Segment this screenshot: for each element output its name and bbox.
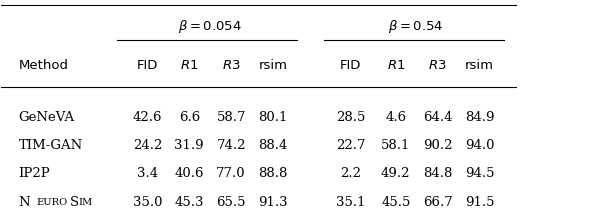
Text: 64.4: 64.4 [423,111,452,124]
Text: N: N [19,196,30,209]
Text: 58.7: 58.7 [217,111,246,124]
Text: 24.2: 24.2 [133,139,162,152]
Text: EURO: EURO [37,198,68,207]
Text: $R3$: $R3$ [222,59,241,72]
Text: $R1$: $R1$ [180,59,199,72]
Text: IP2P: IP2P [19,167,50,181]
Text: 35.0: 35.0 [133,196,162,209]
Text: 88.8: 88.8 [259,167,288,181]
Text: 42.6: 42.6 [133,111,162,124]
Text: 6.6: 6.6 [179,111,200,124]
Text: 94.0: 94.0 [465,139,494,152]
Text: 3.4: 3.4 [137,167,158,181]
Text: rsim: rsim [465,59,494,72]
Text: 77.0: 77.0 [217,167,246,181]
Text: 84.9: 84.9 [465,111,494,124]
Text: TIM-GAN: TIM-GAN [19,139,83,152]
Text: $R3$: $R3$ [428,59,447,72]
Text: 66.7: 66.7 [423,196,452,209]
Text: $\beta = 0.054$: $\beta = 0.054$ [178,18,242,35]
Text: 94.5: 94.5 [465,167,494,181]
Text: 4.6: 4.6 [385,111,406,124]
Text: 91.5: 91.5 [465,196,494,209]
Text: $\beta = 0.54$: $\beta = 0.54$ [388,18,443,35]
Text: 65.5: 65.5 [217,196,246,209]
Text: 84.8: 84.8 [423,167,452,181]
Text: GeNeVA: GeNeVA [19,111,75,124]
Text: 31.9: 31.9 [175,139,204,152]
Text: rsim: rsim [259,59,287,72]
Text: S: S [70,196,79,209]
Text: FID: FID [340,59,362,72]
Text: $R1$: $R1$ [386,59,405,72]
Text: 49.2: 49.2 [381,167,410,181]
Text: 45.5: 45.5 [381,196,410,209]
Text: 35.1: 35.1 [336,196,365,209]
Text: 91.3: 91.3 [258,196,288,209]
Text: 40.6: 40.6 [175,167,204,181]
Text: Method: Method [19,59,68,72]
Text: 2.2: 2.2 [340,167,361,181]
Text: FID: FID [137,59,158,72]
Text: 88.4: 88.4 [259,139,288,152]
Text: 45.3: 45.3 [175,196,204,209]
Text: 90.2: 90.2 [423,139,452,152]
Text: 74.2: 74.2 [217,139,246,152]
Text: 22.7: 22.7 [336,139,365,152]
Text: 28.5: 28.5 [336,111,365,124]
Text: IM: IM [79,198,93,207]
Text: 80.1: 80.1 [259,111,288,124]
Text: 58.1: 58.1 [381,139,410,152]
